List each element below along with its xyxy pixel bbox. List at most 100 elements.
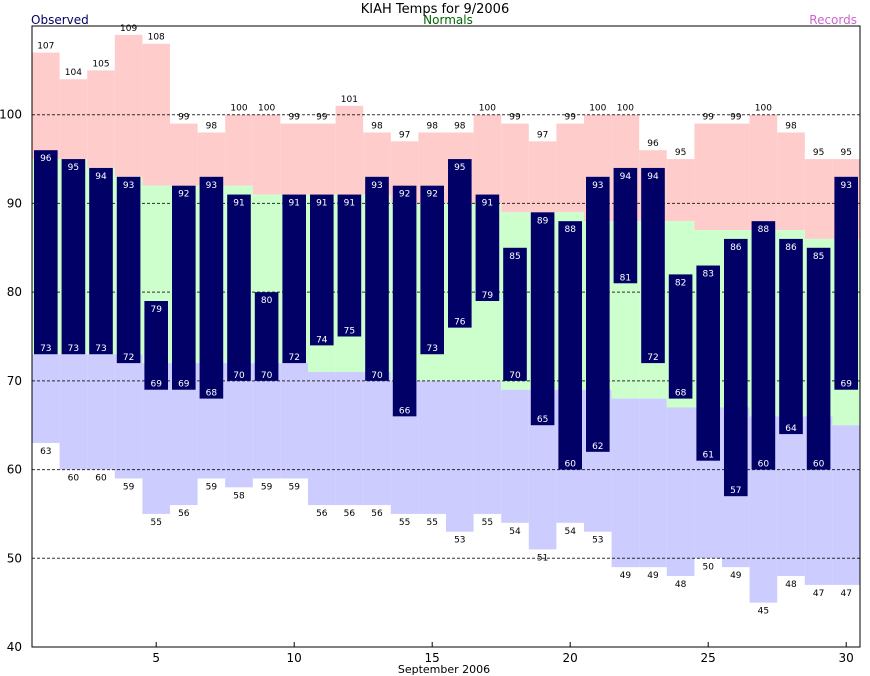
observed-high-label: 88 xyxy=(758,225,770,235)
record-low-label: 56 xyxy=(371,509,383,519)
record-low-label: 60 xyxy=(68,474,80,484)
observed-low-label: 79 xyxy=(482,291,494,301)
record-high-band xyxy=(528,141,557,213)
observed-low-label: 73 xyxy=(40,344,51,354)
record-low-label: 54 xyxy=(509,527,521,537)
record-high-label: 95 xyxy=(840,148,851,158)
record-low-band xyxy=(225,363,253,488)
observed-low-label: 70 xyxy=(261,371,273,381)
observed-low-label: 65 xyxy=(537,415,548,425)
observed-high-label: 82 xyxy=(675,278,686,288)
observed-bar xyxy=(586,176,610,452)
observed-bar xyxy=(558,221,582,470)
observed-high-label: 86 xyxy=(785,243,797,253)
record-low-label: 49 xyxy=(730,571,742,581)
observed-low-label: 60 xyxy=(813,460,825,470)
x-tick-label: 15 xyxy=(425,651,440,665)
record-low-band xyxy=(418,380,446,514)
observed-low-label: 66 xyxy=(399,406,411,416)
record-high-band xyxy=(501,123,529,213)
observed-high-label: 92 xyxy=(426,190,437,200)
observed-bar xyxy=(61,159,86,355)
record-high-band xyxy=(59,79,88,160)
record-high-band xyxy=(335,105,364,195)
record-high-band xyxy=(142,43,170,186)
record-low-band xyxy=(501,389,529,523)
observed-bar xyxy=(724,238,748,497)
observed-low-label: 69 xyxy=(150,380,162,390)
record-low-label: 53 xyxy=(592,536,603,546)
record-low-label: 48 xyxy=(785,580,797,590)
observed-bar xyxy=(392,185,417,417)
record-low-label: 59 xyxy=(261,482,273,492)
observed-bars-layer xyxy=(34,150,858,497)
observed-low-label: 75 xyxy=(344,327,355,337)
observed-high-label: 95 xyxy=(68,163,79,173)
record-low-band xyxy=(280,363,308,479)
observed-bar xyxy=(254,292,279,381)
observed-high-label: 94 xyxy=(95,172,107,182)
record-low-label: 53 xyxy=(454,536,465,546)
record-high-label: 100 xyxy=(755,104,772,114)
record-low-label: 59 xyxy=(288,482,300,492)
observed-bar xyxy=(89,167,113,355)
record-low-band xyxy=(32,354,60,443)
observed-low-label: 81 xyxy=(620,273,631,283)
observed-low-label: 69 xyxy=(840,380,852,390)
observed-low-label: 70 xyxy=(509,371,521,381)
observed-low-label: 72 xyxy=(647,353,658,363)
y-tick-label: 80 xyxy=(7,285,22,299)
record-high-band xyxy=(114,34,143,177)
record-high-label: 109 xyxy=(120,24,137,34)
observed-high-label: 94 xyxy=(647,172,659,182)
y-tick-label: 70 xyxy=(7,374,22,388)
record-high-label: 99 xyxy=(509,113,521,123)
record-high-label: 108 xyxy=(148,33,165,43)
record-high-label: 100 xyxy=(589,104,606,114)
record-low-band xyxy=(666,407,695,577)
x-tick-label: 30 xyxy=(839,651,854,665)
observed-high-label: 91 xyxy=(344,199,355,209)
observed-low-label: 68 xyxy=(675,389,687,399)
observed-low-label: 73 xyxy=(426,344,437,354)
record-high-label: 95 xyxy=(813,148,824,158)
record-high-label: 100 xyxy=(230,104,247,114)
observed-bar xyxy=(503,247,527,381)
legend-records: Records xyxy=(809,13,857,27)
observed-bar xyxy=(227,194,251,381)
x-tick-label: 25 xyxy=(701,651,716,665)
record-low-label: 54 xyxy=(564,527,576,537)
record-low-label: 48 xyxy=(675,580,687,590)
record-high-label: 101 xyxy=(341,95,358,105)
record-high-label: 100 xyxy=(258,104,275,114)
record-high-band xyxy=(252,114,281,195)
record-high-label: 98 xyxy=(371,121,383,131)
chart-title: KIAH Temps for 9/2006 xyxy=(361,2,509,17)
observed-bar xyxy=(641,167,665,364)
record-high-label: 107 xyxy=(37,42,54,52)
record-low-label: 56 xyxy=(178,509,190,519)
record-high-label: 100 xyxy=(617,104,634,114)
observed-low-label: 70 xyxy=(233,371,245,381)
record-high-band xyxy=(170,123,198,186)
y-tick-label: 50 xyxy=(7,551,22,565)
record-low-label: 55 xyxy=(150,518,161,528)
observed-high-label: 93 xyxy=(123,181,134,191)
record-high-band xyxy=(749,114,778,231)
record-high-band xyxy=(666,159,695,222)
record-high-band xyxy=(308,123,336,195)
record-high-band xyxy=(556,123,584,213)
record-low-band xyxy=(446,380,474,532)
grid-layer xyxy=(32,114,860,559)
observed-high-label: 79 xyxy=(150,305,162,315)
observed-high-label: 94 xyxy=(620,172,632,182)
observed-low-label: 60 xyxy=(758,460,770,470)
record-low-band xyxy=(611,398,640,568)
record-high-label: 99 xyxy=(316,113,328,123)
record-low-label: 51 xyxy=(537,553,548,563)
record-high-band xyxy=(694,123,722,231)
record-high-label: 99 xyxy=(730,113,742,123)
record-high-label: 98 xyxy=(785,121,797,131)
value-labels-layer: 107 96 73 63 104 95 73 60 105 94 73 60 109 93 72 59 108 7… xyxy=(37,24,852,617)
